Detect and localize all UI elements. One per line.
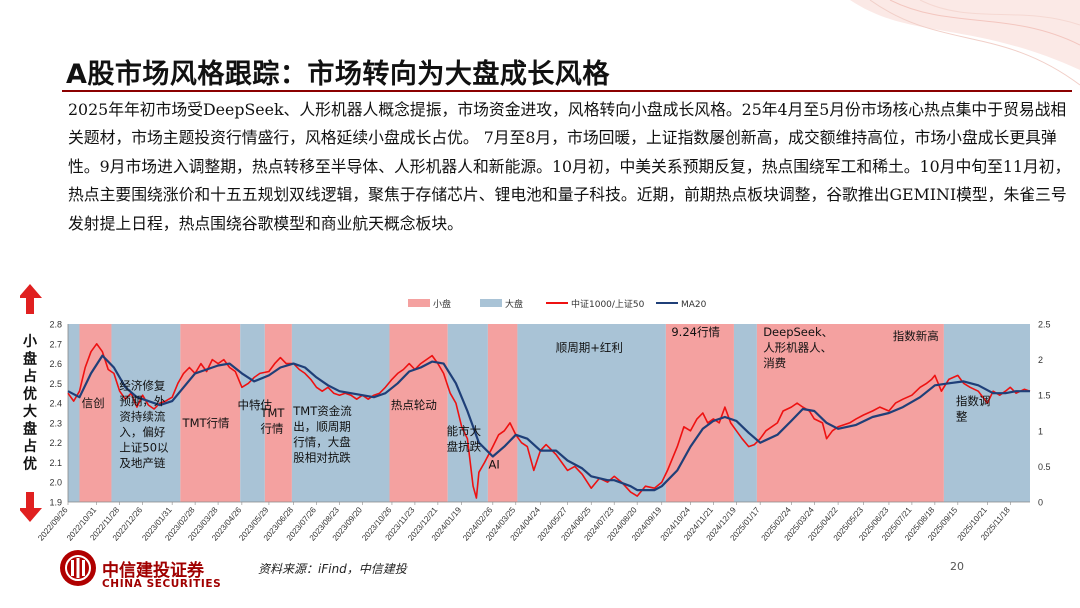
- regime-band-large-cap: [943, 324, 1030, 502]
- left-axis-title-char: 盘: [23, 351, 37, 368]
- y-left-tick-label: 2.2: [49, 438, 62, 448]
- y-left-tick-label: 2.0: [49, 478, 62, 488]
- china-securities-logo-icon: [60, 550, 96, 586]
- left-axis-title-char: 占: [23, 368, 37, 385]
- y-right-tick-label: 0: [1038, 498, 1043, 508]
- regime-band-small-cap: [264, 324, 292, 502]
- regime-band-large-cap: [240, 324, 265, 502]
- chart-annotation: 信创: [82, 396, 105, 410]
- regime-band-large-cap: [291, 324, 390, 502]
- legend-label: 小盘: [433, 298, 451, 310]
- chart-annotation: AI: [488, 457, 499, 471]
- title-divider: [62, 90, 1072, 92]
- regime-band-small-cap: [389, 324, 448, 502]
- legend-swatch: [408, 299, 430, 307]
- decorative-waves: [850, 0, 1080, 86]
- y-left-tick-label: 2.3: [49, 418, 62, 428]
- regime-band-large-cap: [733, 324, 757, 502]
- chart-annotation: TMT行情: [182, 416, 230, 430]
- y-right-tick-label: 2: [1038, 355, 1043, 365]
- left-axis-title-char: 盘: [23, 421, 37, 438]
- logo-english-name: CHINA SECURITIES: [102, 578, 222, 590]
- left-axis-title-char: 大: [23, 403, 37, 420]
- legend-label: 大盘: [505, 298, 523, 310]
- style-ratio-chart: 2.8 2.7 2.6 2.5 2.4 2.3 2.2 2.1 2.0 1.9 2.5 2 1.5 1 0.…: [20, 284, 1051, 543]
- slide-title: A股市场风格跟踪：市场转向为大盘成长风格: [66, 59, 610, 90]
- chart-legend: 小盘 大盘 中证1000/上证50 MA20: [408, 298, 707, 310]
- arrow-up-icon: [20, 284, 42, 314]
- y-right-tick-label: 0.5: [1038, 462, 1051, 472]
- chart-annotation: 指数调整: [956, 394, 991, 424]
- y-right-tick-label: 1.5: [1038, 391, 1051, 401]
- y-left-tick-label: 2.6: [49, 359, 62, 369]
- legend-swatch: [480, 299, 502, 307]
- ma20-line: [67, 354, 1030, 492]
- chart-annotation: 经济修复预期，外资持续流入，偏好上证50以及地产链: [119, 378, 169, 470]
- regime-band-small-cap: [756, 324, 944, 502]
- y-left-tick-label: 1.9: [49, 498, 62, 508]
- chart-annotation: TMT资金流出，顺周期行情，大盘股相对抗跌: [292, 404, 352, 465]
- arrow-down-icon: [20, 492, 42, 522]
- left-axis-title-char: 占: [23, 438, 37, 455]
- regime-band-large-cap: [517, 324, 666, 502]
- logo-chinese-name: 中信建投证券: [102, 561, 204, 581]
- regime-band-small-cap: [487, 324, 518, 502]
- chart-annotation: 热点轮动: [391, 398, 437, 412]
- y-left-tick-label: 2.5: [49, 379, 62, 389]
- regime-band-small-cap: [180, 324, 241, 502]
- legend-label: MA20: [681, 300, 707, 310]
- y-left-tick-label: 2.1: [49, 458, 62, 468]
- regime-bands: [68, 324, 1030, 502]
- ratio-line: [67, 343, 1031, 499]
- y-left-tick-label: 2.4: [49, 399, 62, 409]
- chart-annotation: DeepSeek、人形机器人、消费: [763, 325, 833, 370]
- series-lines: [67, 343, 1031, 499]
- chart-annotation: 能市大盘抗跌: [447, 424, 482, 454]
- y-right-tick-label: 2.5: [1038, 320, 1051, 330]
- y-left-tick-label: 2.8: [49, 320, 62, 330]
- left-axis-title-char: 优: [23, 386, 37, 403]
- left-axis-title-char: 小: [23, 334, 37, 350]
- page-number: 20: [950, 560, 964, 573]
- legend-label: 中证1000/上证50: [571, 298, 645, 310]
- y-right-tick-label: 1: [1038, 426, 1043, 436]
- regime-band-small-cap: [665, 324, 734, 502]
- chart-annotation: 顺周期+红利: [556, 341, 623, 355]
- slide-body-text: 2025年年初市场受DeepSeek、人形机器人概念提振，市场资金进攻，风格转向…: [68, 100, 1071, 233]
- y-left-tick-label: 2.7: [49, 339, 62, 349]
- left-axis-title-char: 优: [23, 456, 37, 473]
- regime-band-large-cap: [111, 324, 181, 502]
- chart-annotation: 9.24行情: [671, 325, 720, 339]
- chart-annotation: 指数新高: [893, 329, 939, 343]
- data-source: 资料来源：iFind，中信建投: [258, 562, 407, 576]
- regime-band-small-cap: [79, 324, 112, 502]
- chart-annotation: 中特估: [238, 398, 273, 412]
- regime-band-large-cap: [68, 324, 80, 502]
